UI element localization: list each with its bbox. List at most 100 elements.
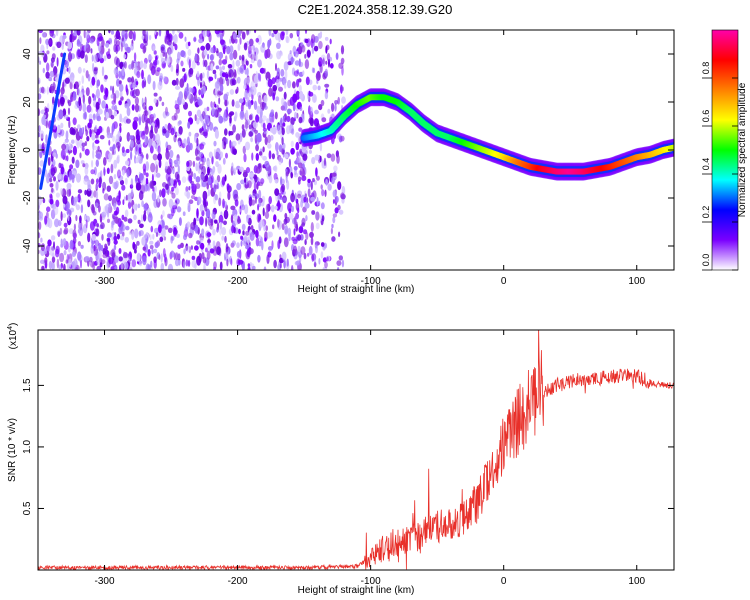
noise-speckle bbox=[121, 224, 126, 231]
noise-speckle bbox=[232, 59, 235, 70]
noise-speckle bbox=[239, 55, 242, 61]
noise-speckle bbox=[47, 218, 53, 229]
noise-speckle bbox=[224, 235, 227, 243]
noise-speckle bbox=[123, 251, 128, 259]
noise-speckle bbox=[95, 228, 100, 237]
noise-speckle bbox=[55, 192, 61, 198]
noise-speckle bbox=[145, 172, 149, 178]
noise-speckle bbox=[312, 178, 315, 183]
noise-speckle bbox=[50, 164, 54, 173]
noise-speckle bbox=[188, 59, 191, 69]
noise-speckle bbox=[105, 111, 110, 119]
noise-speckle bbox=[84, 255, 90, 262]
noise-speckle bbox=[42, 67, 45, 74]
noise-speckle bbox=[241, 31, 246, 40]
noise-speckle bbox=[77, 141, 80, 149]
noise-speckle bbox=[283, 61, 289, 71]
noise-speckle bbox=[232, 71, 237, 79]
noise-speckle bbox=[124, 61, 127, 69]
noise-speckle bbox=[301, 175, 307, 182]
noise-speckle bbox=[147, 54, 152, 60]
noise-speckle bbox=[207, 125, 209, 132]
noise-speckle bbox=[245, 244, 250, 250]
noise-speckle bbox=[87, 199, 91, 208]
noise-speckle bbox=[258, 181, 264, 187]
noise-speckle bbox=[190, 180, 194, 185]
noise-speckle bbox=[321, 117, 327, 123]
noise-speckle bbox=[248, 89, 252, 97]
noise-speckle bbox=[283, 218, 288, 225]
noise-speckle bbox=[126, 132, 131, 142]
noise-speckle bbox=[174, 178, 180, 183]
snr-y-tick-label: 1.0 bbox=[22, 440, 33, 454]
noise-speckle bbox=[91, 132, 96, 141]
noise-speckle bbox=[277, 218, 280, 228]
noise-speckle bbox=[278, 51, 283, 57]
noise-speckle bbox=[291, 128, 295, 135]
noise-speckle bbox=[225, 55, 228, 62]
noise-speckle bbox=[203, 49, 208, 56]
noise-speckle bbox=[45, 134, 48, 145]
noise-speckle bbox=[92, 113, 96, 121]
noise-speckle bbox=[214, 129, 219, 139]
noise-speckle bbox=[67, 107, 71, 116]
noise-speckle bbox=[65, 259, 69, 264]
noise-speckle bbox=[240, 30, 243, 34]
noise-speckle bbox=[126, 46, 131, 54]
noise-speckle bbox=[73, 223, 76, 231]
noise-speckle bbox=[39, 37, 42, 44]
noise-speckle bbox=[236, 242, 240, 249]
noise-speckle bbox=[326, 256, 329, 262]
noise-speckle bbox=[271, 153, 275, 160]
noise-speckle bbox=[255, 144, 259, 152]
noise-speckle bbox=[199, 204, 204, 213]
noise-speckle bbox=[183, 260, 186, 269]
noise-speckle bbox=[310, 106, 313, 115]
noise-speckle bbox=[302, 153, 308, 161]
noise-speckle bbox=[167, 176, 172, 187]
noise-speckle bbox=[196, 61, 200, 66]
noise-speckle bbox=[165, 106, 168, 116]
noise-speckle bbox=[263, 266, 267, 270]
noise-speckle bbox=[249, 172, 254, 178]
noise-speckle bbox=[160, 46, 165, 54]
noise-speckle bbox=[202, 180, 207, 188]
colorbar-gradient bbox=[711, 29, 739, 271]
noise-speckle bbox=[268, 175, 273, 184]
noise-speckle bbox=[46, 50, 50, 55]
noise-speckle bbox=[67, 51, 73, 62]
noise-speckle bbox=[282, 197, 287, 202]
noise-speckle bbox=[233, 167, 237, 172]
noise-speckle bbox=[241, 263, 245, 270]
noise-speckle bbox=[189, 67, 194, 75]
noise-speckle bbox=[240, 235, 244, 240]
noise-speckle bbox=[140, 214, 144, 223]
noise-speckle bbox=[175, 85, 181, 90]
noise-speckle bbox=[173, 227, 177, 232]
noise-speckle bbox=[267, 78, 273, 88]
noise-speckle bbox=[151, 173, 154, 183]
noise-speckle bbox=[132, 244, 138, 251]
noise-speckle bbox=[125, 84, 128, 93]
noise-speckle bbox=[188, 186, 191, 191]
noise-speckle bbox=[117, 145, 120, 152]
noise-speckle bbox=[114, 232, 117, 237]
noise-speckle bbox=[296, 151, 299, 158]
snr-x-tick-label: -300 bbox=[95, 576, 115, 587]
noise-speckle bbox=[196, 70, 200, 78]
noise-speckle bbox=[336, 154, 340, 164]
noise-speckle bbox=[256, 105, 261, 114]
noise-speckle bbox=[75, 204, 80, 211]
noise-speckle bbox=[41, 52, 45, 58]
noise-speckle bbox=[241, 223, 246, 231]
noise-speckle bbox=[38, 30, 43, 34]
noise-speckle bbox=[320, 242, 325, 247]
colorbar-label: Normalized spectral amplitude bbox=[737, 82, 748, 217]
noise-speckle bbox=[246, 30, 250, 36]
noise-speckle bbox=[196, 117, 200, 125]
noise-speckle bbox=[187, 41, 191, 47]
noise-speckle bbox=[104, 75, 108, 80]
noise-speckle bbox=[142, 45, 146, 54]
noise-speckle bbox=[114, 255, 119, 263]
